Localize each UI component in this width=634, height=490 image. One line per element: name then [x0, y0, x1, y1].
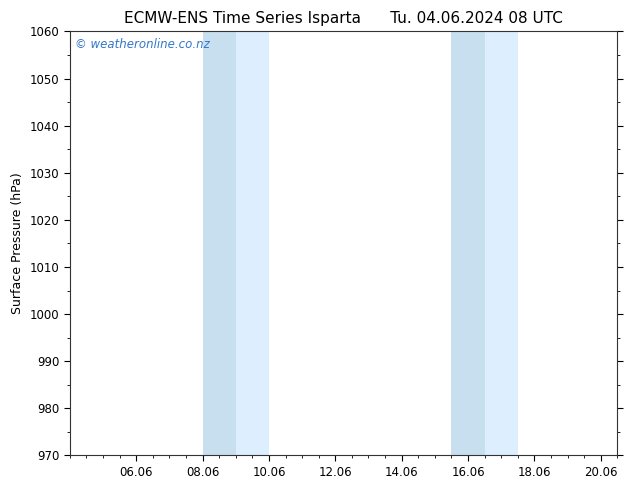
- Bar: [236, 31, 269, 456]
- Bar: [202, 31, 236, 456]
- Bar: [451, 31, 484, 456]
- Text: © weatheronline.co.nz: © weatheronline.co.nz: [75, 38, 210, 51]
- Title: ECMW-ENS Time Series Isparta      Tu. 04.06.2024 08 UTC: ECMW-ENS Time Series Isparta Tu. 04.06.2…: [124, 11, 563, 26]
- Bar: [484, 31, 518, 456]
- Y-axis label: Surface Pressure (hPa): Surface Pressure (hPa): [11, 172, 24, 314]
